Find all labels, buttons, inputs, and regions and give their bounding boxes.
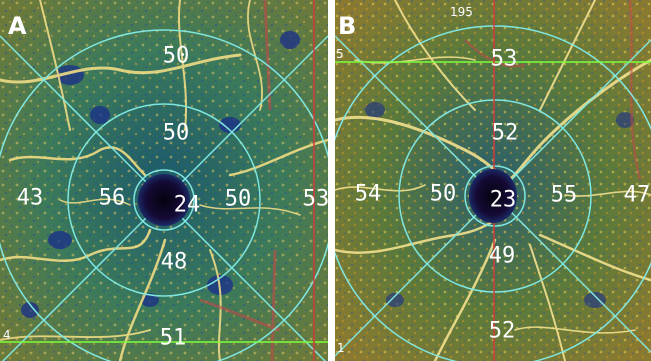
center-value-b: 23 <box>490 188 517 213</box>
inner-nasal-b: 50 <box>430 182 457 207</box>
outer-temporal-a: 53 <box>303 187 328 212</box>
panel-a: A 24 50 56 50 48 50 43 53 51 4 <box>0 0 328 361</box>
panel-b: B 23 52 50 55 49 53 54 47 52 195 5 1 <box>335 0 651 361</box>
inner-inferior-a: 48 <box>161 250 188 275</box>
inner-superior-a: 50 <box>163 121 190 146</box>
panel-label-b: B <box>338 12 356 40</box>
outer-inferior-b: 52 <box>489 319 516 344</box>
panel-divider <box>328 0 335 361</box>
center-value-a: 24 <box>174 193 201 218</box>
outer-temporal-b: 47 <box>624 183 651 208</box>
inner-nasal-a: 56 <box>99 186 126 211</box>
edge-top-b: 195 <box>450 5 473 19</box>
fovea-spot-b <box>469 169 517 223</box>
dark-patches-b <box>365 102 634 308</box>
fovea-spot-a <box>138 174 190 226</box>
edge-top-left-b: 5 <box>336 47 344 61</box>
inner-superior-b: 52 <box>492 121 519 146</box>
inner-temporal-b: 55 <box>551 183 578 208</box>
vessels-a <box>0 0 328 361</box>
outer-superior-b: 53 <box>491 47 518 72</box>
edge-bottom-left-b: 1 <box>337 341 345 355</box>
inner-temporal-a: 50 <box>225 187 252 212</box>
octa-image-a: A 24 50 56 50 48 50 43 53 51 4 <box>0 0 328 361</box>
edge-bottom-left-a: 4 <box>3 328 11 342</box>
outer-superior-a: 50 <box>163 44 190 69</box>
inner-inferior-b: 49 <box>489 244 516 269</box>
octa-image-b: B 23 52 50 55 49 53 54 47 52 195 5 1 <box>335 0 651 361</box>
outer-nasal-a: 43 <box>17 186 44 211</box>
outer-inferior-a: 51 <box>160 326 187 351</box>
outer-nasal-b: 54 <box>355 182 382 207</box>
vessels-b <box>335 0 651 361</box>
panel-label-a: A <box>8 12 27 40</box>
